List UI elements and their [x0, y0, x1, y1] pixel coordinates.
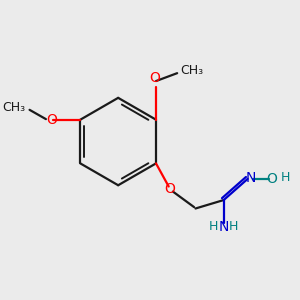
Text: H: H	[281, 171, 290, 184]
Text: CH₃: CH₃	[180, 64, 203, 77]
Text: N: N	[246, 171, 256, 185]
Text: CH₃: CH₃	[2, 100, 25, 113]
Text: N: N	[218, 220, 229, 234]
Text: O: O	[165, 182, 176, 196]
Text: O: O	[46, 113, 57, 127]
Text: H: H	[229, 220, 238, 233]
Text: O: O	[149, 71, 160, 85]
Text: H: H	[209, 220, 219, 233]
Text: O: O	[267, 172, 278, 186]
